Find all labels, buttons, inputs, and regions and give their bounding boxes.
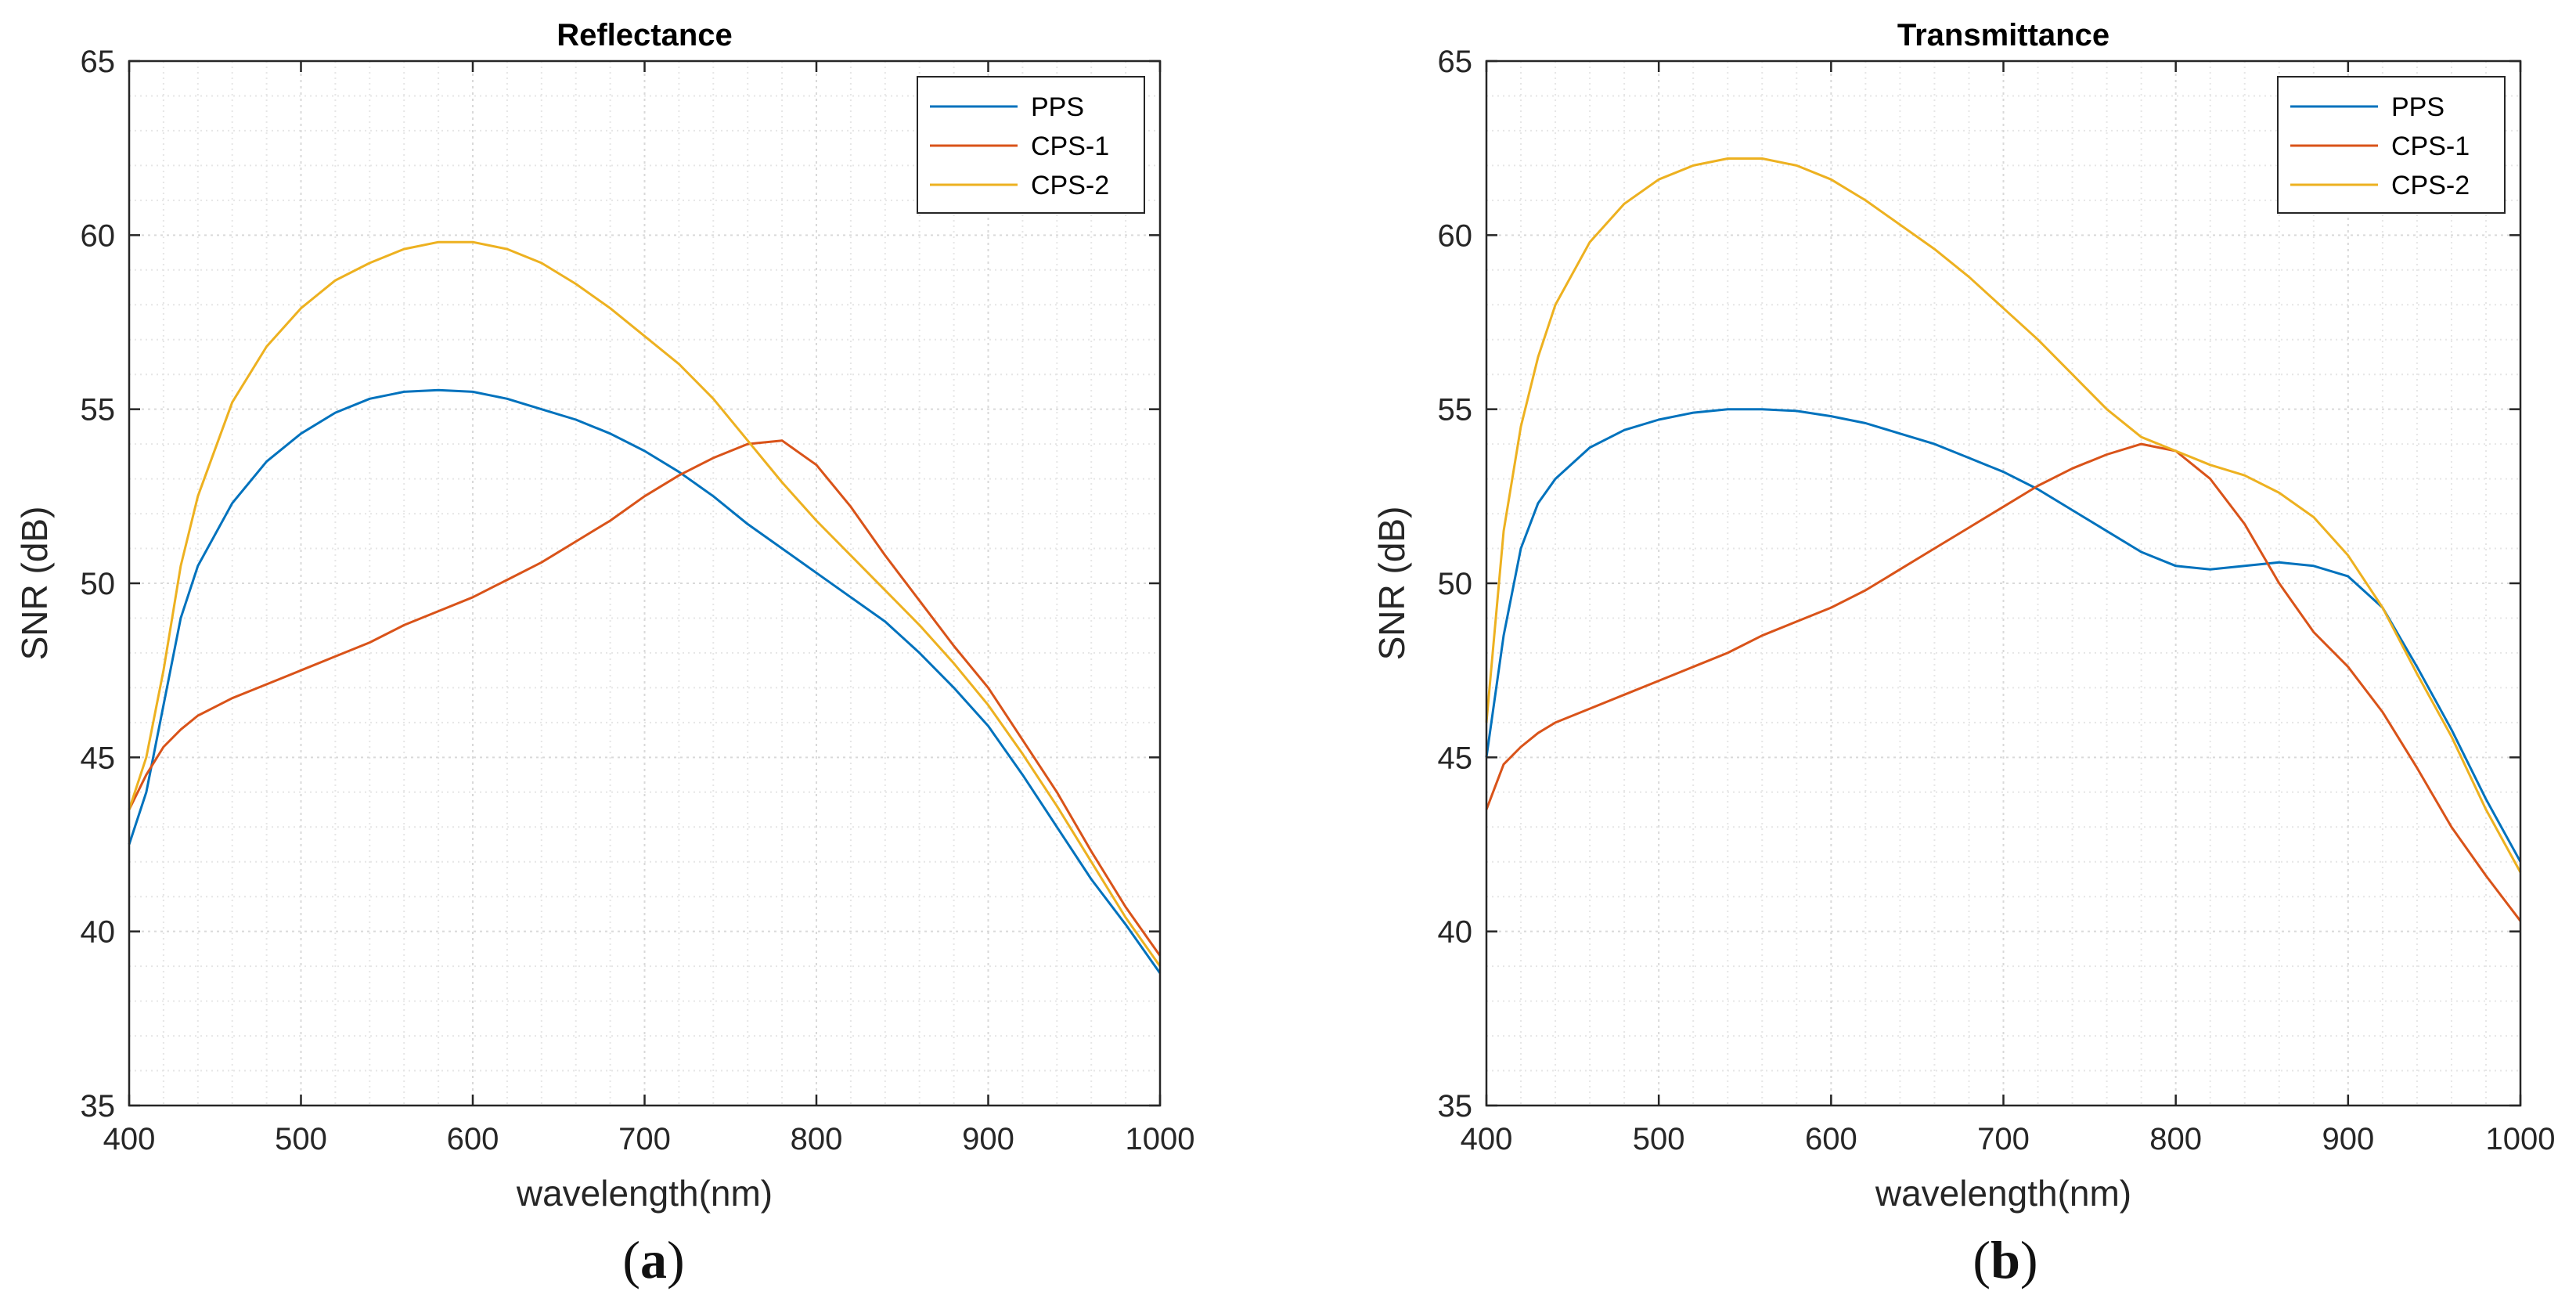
panel-b-y-tick-label: 55 [1438, 393, 1473, 427]
panel-a-series-cps-1-line [128, 439, 1162, 957]
panel-b-x-tick-label: 1000 [2486, 1122, 2556, 1156]
panel-a-x-tick-label: 500 [275, 1122, 327, 1156]
legend-label-pps: PPS [1031, 92, 1084, 122]
panel-a-caption: (a) [622, 1230, 685, 1290]
panel-a-x-tick-label: 800 [791, 1122, 843, 1156]
panel-b-y-tick-label: 60 [1438, 218, 1473, 253]
legend-label-cps-1: CPS-1 [1031, 132, 1109, 161]
panel-a-title: Reflectance [557, 18, 733, 52]
panel-b-y-tick-label: 45 [1438, 741, 1473, 775]
panel-a-y-tick-label: 65 [81, 45, 116, 79]
panel-a-x-tick-label: 900 [962, 1122, 1014, 1156]
panel-b-series-cps-1-line [1485, 442, 2522, 922]
panel-b-y-tick-label: 50 [1438, 567, 1473, 601]
panel-b-x-tick-label: 600 [1805, 1122, 1857, 1156]
panel-b-chart: 400 500 600 700 800 900 1000 35 40 45 50 55 60 65 Tran… [1371, 18, 2555, 1214]
panel-a-x-tick-label: 400 [103, 1122, 156, 1156]
panel-b-y-tick-label: 35 [1438, 1089, 1473, 1124]
panel-a-x-tick-label: 1000 [1126, 1122, 1195, 1156]
panel-a-grid [128, 60, 1161, 1106]
panel-a-chart: 400 500 600 700 800 900 1000 35 40 45 50 55 60 65 Refl… [14, 18, 1194, 1214]
panel-a-y-tick-label: 50 [81, 567, 116, 601]
panel-a-series-cps-2-line [128, 240, 1162, 967]
panel-b-legend: PPS CPS-1 CPS-2 [2277, 76, 2506, 214]
panel-b-series-cps-2-line [1485, 157, 2522, 873]
panel-b-x-axis-label: wavelength(nm) [1875, 1173, 2131, 1214]
panel-a-y-tick-label: 45 [81, 741, 116, 775]
panel-b-y-tick-label: 40 [1438, 915, 1473, 950]
panel-a-legend: PPS CPS-1 CPS-2 [917, 76, 1145, 214]
legend-label-cps-2: CPS-2 [1031, 171, 1109, 200]
panel-a-y-tick-label: 40 [81, 915, 116, 950]
panel-a-x-tick-label: 700 [618, 1122, 671, 1156]
legend-label-cps-1: CPS-1 [2391, 132, 2470, 161]
panel-a-y-axis-label: SNR (dB) [14, 507, 55, 661]
panel-b-x-tick-label: 700 [1977, 1122, 2030, 1156]
panel-b-y-tick-label: 65 [1438, 45, 1473, 79]
panel-b-x-tick-label: 800 [2149, 1122, 2202, 1156]
panel-b-title: Transmittance [1897, 18, 2109, 52]
panel-a-y-tick-label: 55 [81, 393, 116, 427]
panel-a-y-tick-label: 35 [81, 1089, 116, 1124]
legend-label-pps: PPS [2391, 92, 2444, 122]
panel-a-x-axis-label: wavelength(nm) [516, 1173, 773, 1214]
panel-b-y-axis-label: SNR (dB) [1371, 507, 1412, 661]
panel-b-caption: (b) [1973, 1230, 2038, 1290]
legend-label-cps-2: CPS-2 [2391, 171, 2470, 200]
panel-a-x-tick-label: 600 [447, 1122, 499, 1156]
panel-a-y-tick-label: 60 [81, 218, 116, 253]
panel-b-x-tick-label: 400 [1461, 1122, 1513, 1156]
panel-b-x-tick-label: 500 [1633, 1122, 1685, 1156]
panel-b-x-tick-label: 900 [2322, 1122, 2374, 1156]
panel-a-series-pps-line [128, 388, 1162, 974]
panel-b-series-pps-line [1485, 408, 2522, 863]
